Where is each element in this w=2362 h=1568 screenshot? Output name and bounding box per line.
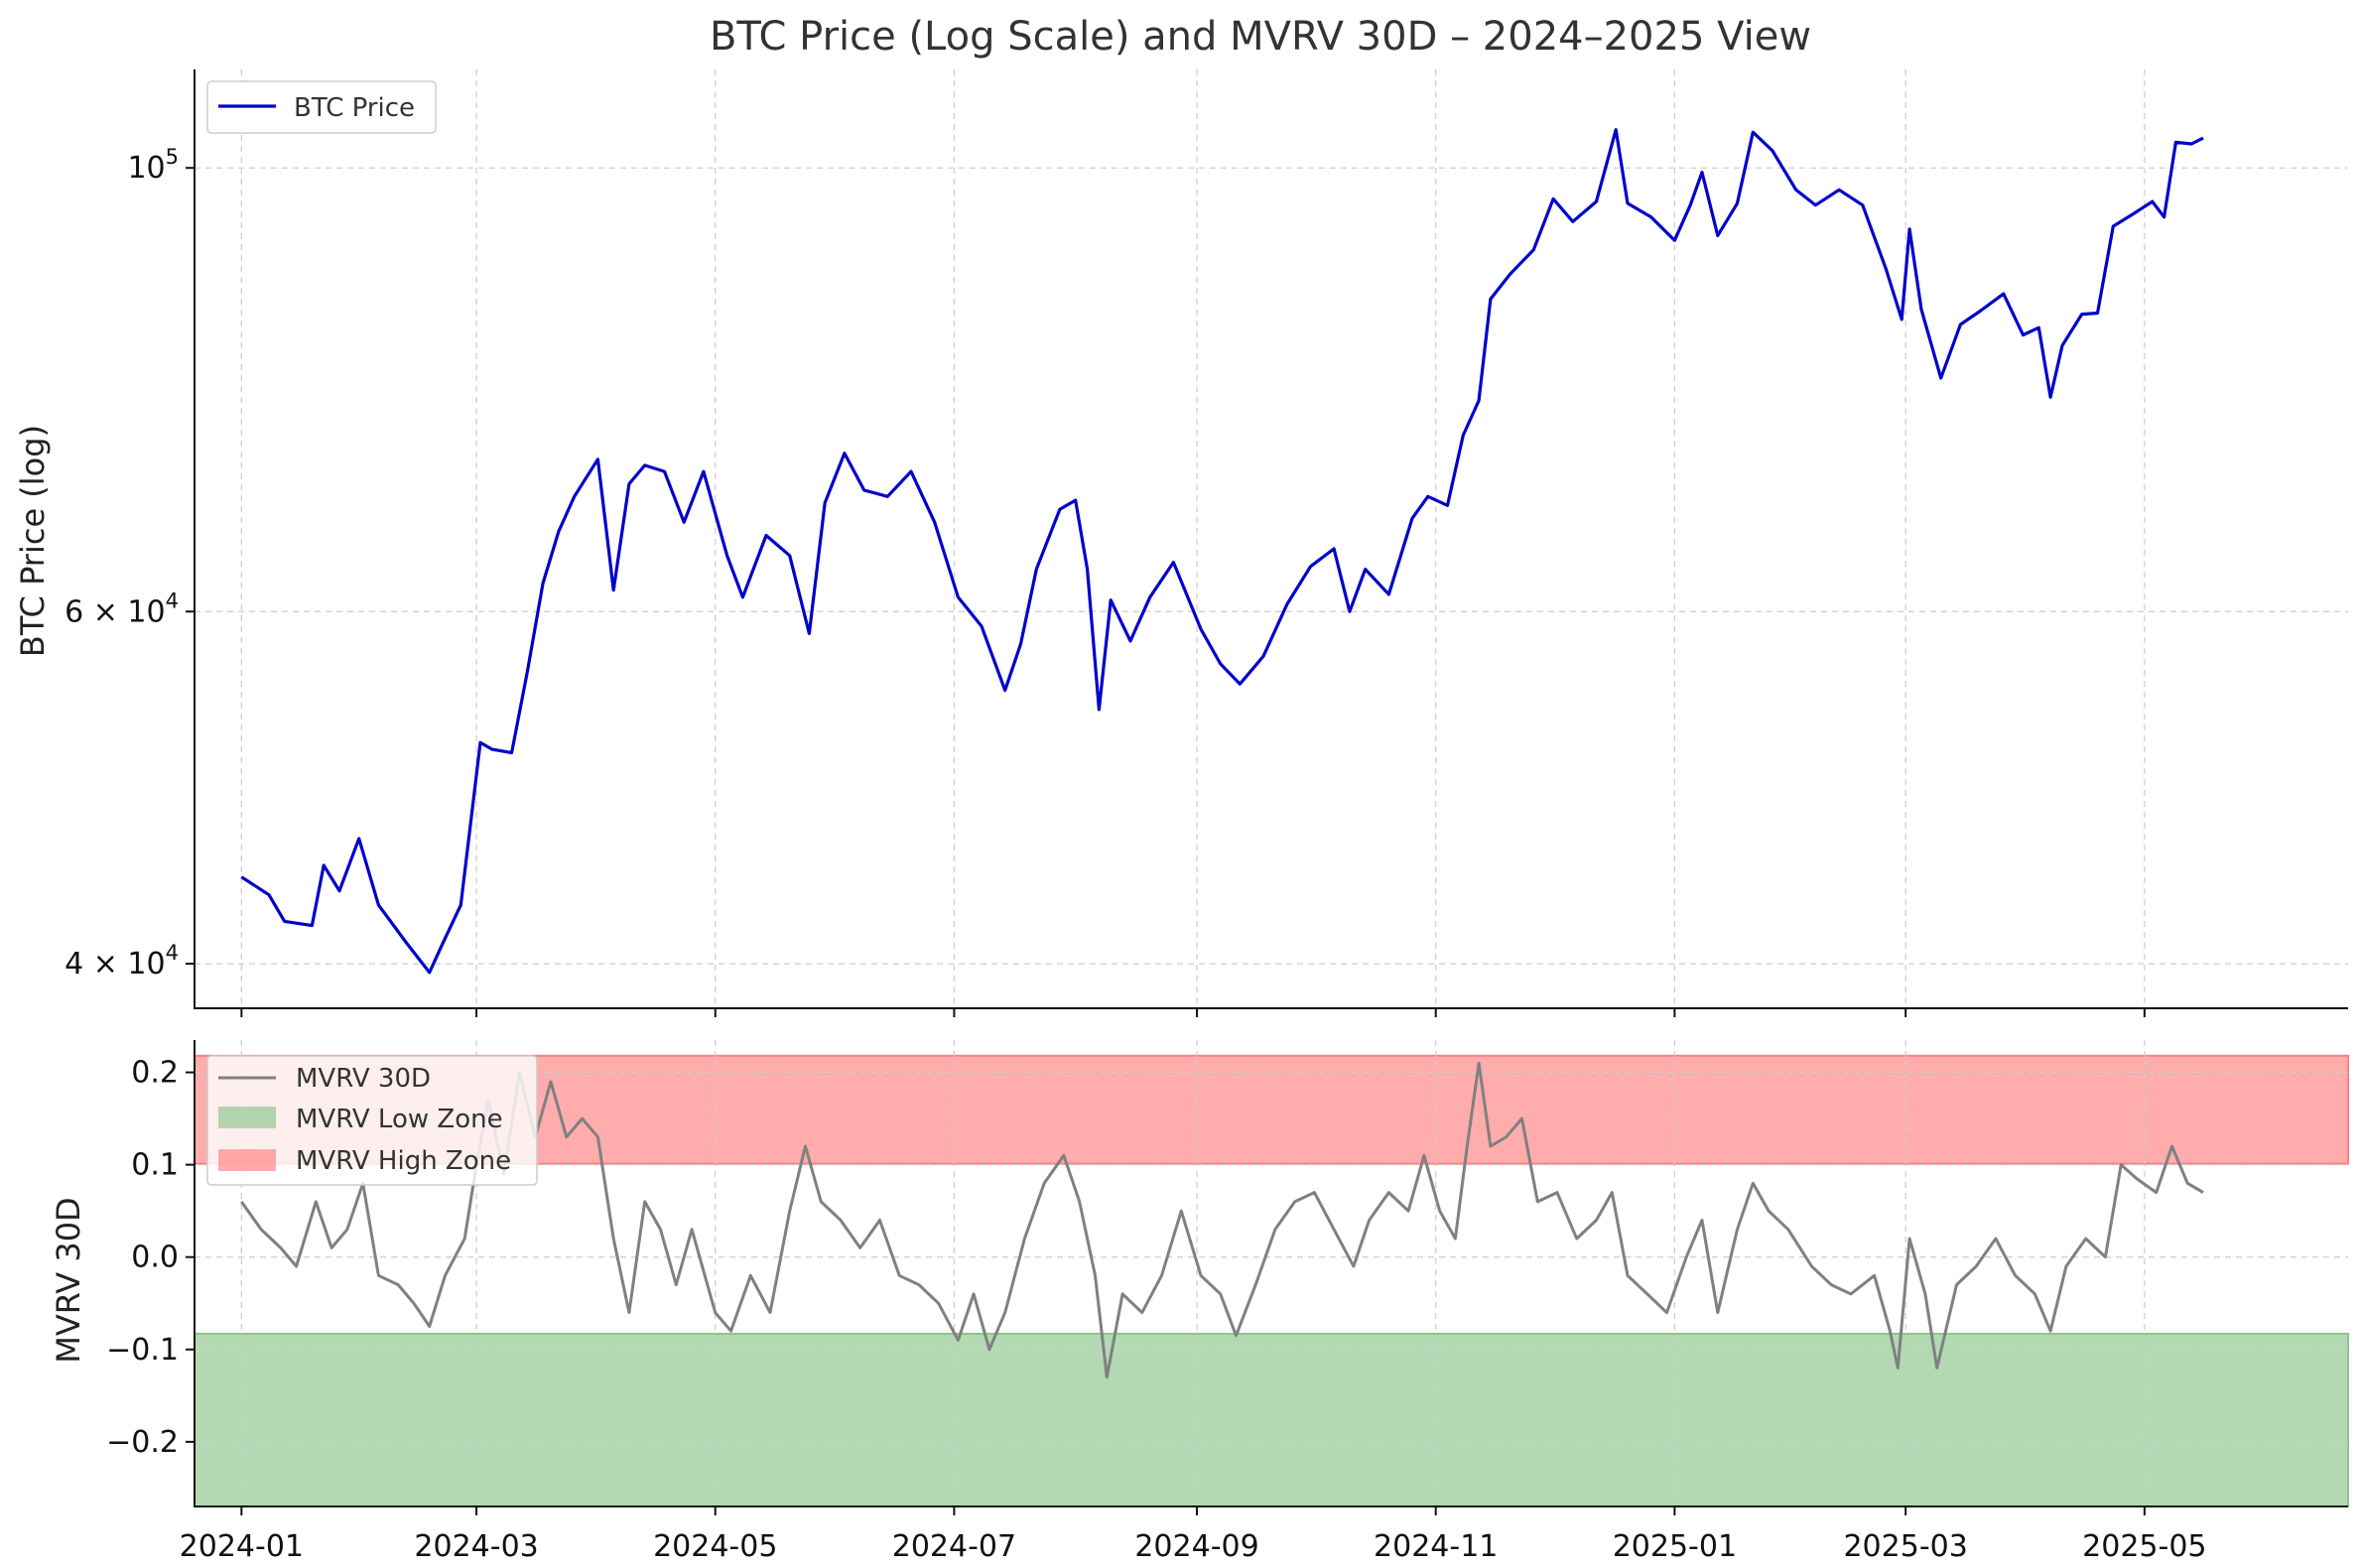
mvrv-30d-legend-label: MVRV 30D xyxy=(296,1064,431,1094)
x-tick-label: 2025-03 xyxy=(1843,1529,1967,1564)
chart-title: BTC Price (Log Scale) and MVRV 30D – 202… xyxy=(710,14,1811,60)
mvrv-legend: MVRV 30D MVRV Low Zone MVRV High Zone xyxy=(206,1055,538,1186)
mvrv-low-zone-band xyxy=(194,1332,2349,1508)
x-tick-label: 2025-01 xyxy=(1613,1529,1737,1564)
price-y-tick-label: 4 × 104 xyxy=(65,941,179,981)
mvrv-low-zone-legend-label: MVRV Low Zone xyxy=(296,1105,503,1134)
price-y-tick-label: 6 × 104 xyxy=(65,588,179,629)
x-tick-label: 2024-03 xyxy=(414,1529,538,1564)
price-legend: BTC Price xyxy=(206,80,437,134)
mvrv-y-tick-label: −0.2 xyxy=(106,1425,179,1460)
price-y-tick-label: 105 xyxy=(127,145,179,186)
mvrv-y-tick-label: 0.2 xyxy=(131,1056,179,1091)
price-grid xyxy=(195,69,2348,1008)
x-tick-label: 2024-01 xyxy=(180,1529,304,1564)
btc-price-series-line xyxy=(240,128,2204,975)
price-panel: 4 × 104 6 × 104 105 BTC Price (log) BTC Pr… xyxy=(14,69,2348,1017)
x-tick-label: 2024-05 xyxy=(653,1529,777,1564)
price-y-axis-label: BTC Price (log) xyxy=(14,425,52,657)
mvrv-y-ticks: 0.2 0.1 0.0 −0.1 −0.2 xyxy=(106,1056,195,1460)
mvrv-legend-box xyxy=(206,1055,538,1186)
mvrv-high-zone-legend-label: MVRV High Zone xyxy=(296,1146,511,1176)
mvrv-y-tick-label: 0.0 xyxy=(131,1241,179,1275)
x-tick-label: 2025-05 xyxy=(2082,1529,2206,1564)
price-axes-spines xyxy=(194,69,2348,1009)
mvrv-y-axis-label: MVRV 30D xyxy=(50,1197,87,1363)
mvrv-30d-series-line xyxy=(240,1061,2204,1379)
mvrv-zone-bands xyxy=(194,1054,2349,1508)
price-x-tick-marks xyxy=(240,1008,2146,1017)
mvrv-panel: 0.20.10.0−0.1−0.2 2024-01 2024-03 2024-05 2… xyxy=(50,1040,2349,1564)
mvrv-x-ticks: 2024-01 2024-03 2024-05 2024-07 2024-09 2024-… xyxy=(180,1506,2207,1564)
x-tick-label: 2024-11 xyxy=(1374,1529,1498,1564)
x-tick-label: 2024-07 xyxy=(892,1529,1016,1564)
mvrv-high-zone-legend-swatch xyxy=(218,1149,276,1171)
mvrv-axes-spines xyxy=(194,1040,2348,1507)
mvrv-y-tick-label: 0.1 xyxy=(131,1148,179,1183)
x-tick-label: 2024-09 xyxy=(1134,1529,1258,1564)
price-y-ticks: 4 × 104 6 × 104 105 xyxy=(65,145,195,981)
mvrv-low-zone-legend-swatch xyxy=(218,1107,276,1128)
mvrv-y-tick-label: −0.1 xyxy=(106,1333,179,1368)
btc-price-legend-label: BTC Price xyxy=(294,93,415,123)
price-legend-box xyxy=(206,80,437,134)
